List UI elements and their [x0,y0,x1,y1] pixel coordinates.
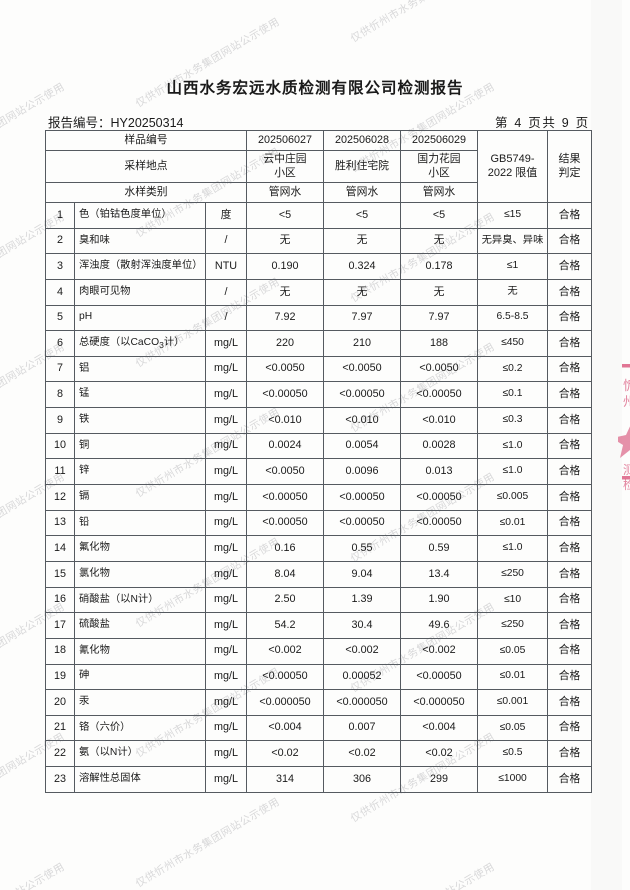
svg-text:测: 测 [623,463,630,477]
svg-text:州: 州 [623,394,630,409]
svg-text:忻: 忻 [623,378,630,393]
svg-text:检: 检 [623,477,630,492]
